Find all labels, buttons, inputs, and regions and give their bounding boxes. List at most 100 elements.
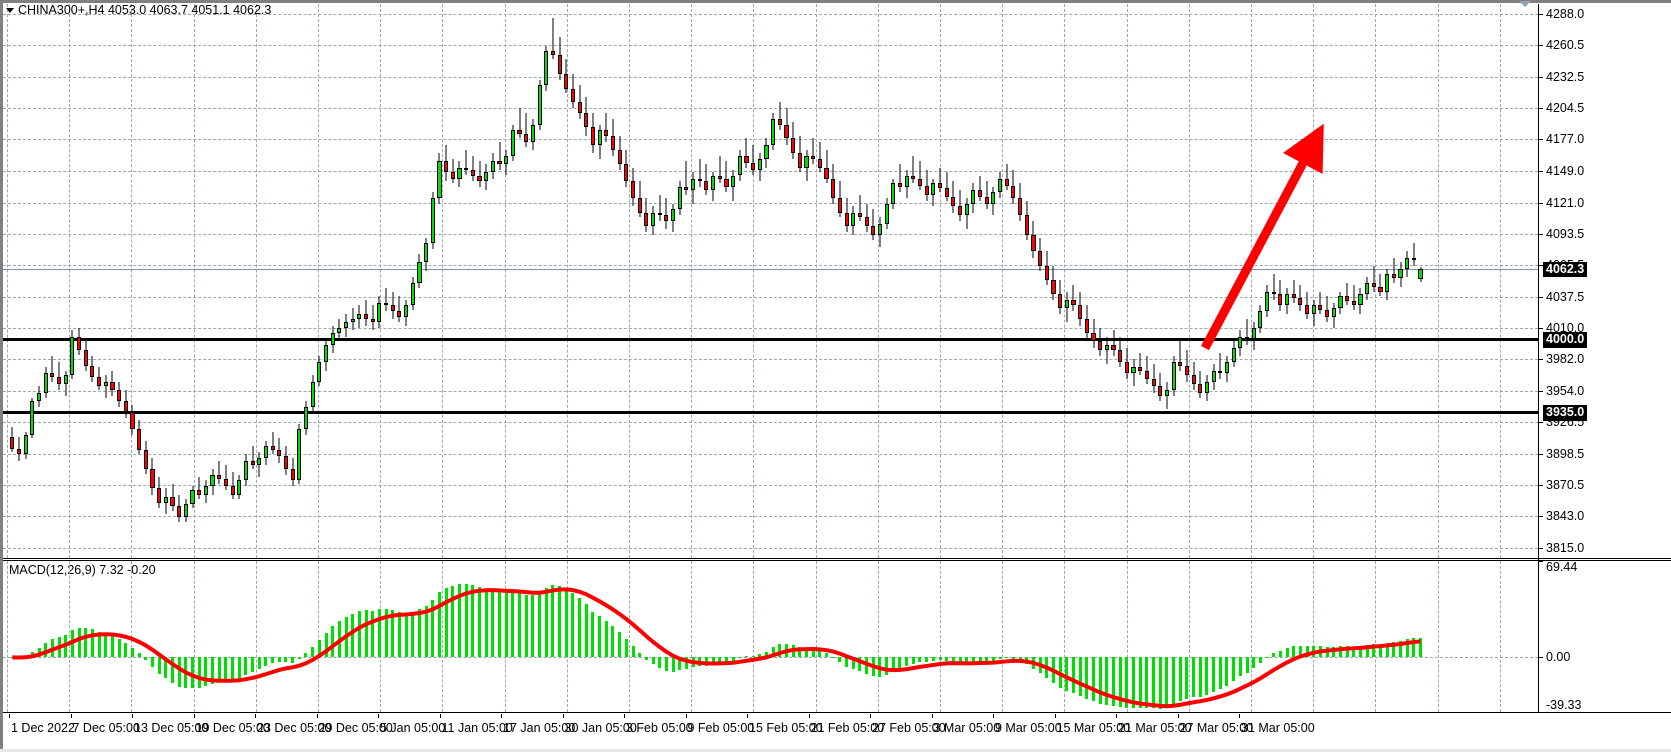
grid-line-vertical	[380, 4, 382, 558]
candle-body	[210, 474, 215, 486]
grid-line-vertical	[1375, 561, 1377, 712]
macd-histogram-bar	[297, 657, 301, 659]
candlestick	[1138, 4, 1143, 558]
candle-body	[1251, 327, 1256, 340]
candle-wick	[659, 194, 661, 221]
grid-line-vertical	[940, 561, 941, 712]
pane-separator-2	[3, 560, 1671, 561]
candle-body	[1118, 350, 1123, 362]
candlestick	[624, 4, 629, 558]
candle-wick	[552, 17, 554, 60]
price-level-line[interactable]	[3, 338, 1538, 342]
candle-wick	[912, 156, 914, 184]
grid-line-vertical	[504, 4, 506, 558]
candlestick	[924, 4, 929, 558]
candle-wick	[1373, 265, 1375, 292]
candle-body	[1305, 305, 1310, 315]
candlestick	[210, 4, 215, 558]
current-price-line	[3, 268, 1538, 270]
macd-histogram-bar	[371, 610, 375, 658]
candle-body	[310, 381, 315, 407]
candlestick	[1318, 4, 1323, 558]
macd-histogram-bar	[317, 639, 321, 658]
grid-line-vertical	[1313, 561, 1315, 712]
macd-histogram-bar	[504, 592, 508, 658]
candlestick	[664, 4, 669, 558]
macd-histogram-bar	[1352, 646, 1356, 658]
candle-body	[230, 485, 235, 495]
macd-histogram-bar	[130, 647, 134, 658]
macd-histogram-bar	[584, 604, 588, 658]
macd-histogram-bar	[1285, 647, 1289, 658]
candlestick	[1391, 4, 1396, 558]
candlestick	[1164, 4, 1169, 558]
candlestick	[597, 4, 602, 558]
candle-body	[117, 389, 122, 402]
grid-line-horizontal	[3, 391, 1538, 392]
price-axis[interactable]: 4288.0 4260.5 4232.5 4204.5 4177.0 4149.0 4121…	[1538, 4, 1671, 558]
macd-histogram-bar	[324, 632, 328, 658]
candlestick	[537, 4, 542, 558]
macd-histogram-bar	[851, 657, 855, 669]
candle-body	[1298, 298, 1303, 306]
candlestick	[277, 4, 282, 558]
time-axis-tick	[1177, 714, 1179, 718]
candle-body	[670, 209, 676, 221]
time-axis[interactable]: 1 Dec 2022 7 Dec 05:00 13 Dec 05:00 19 Dec …	[3, 714, 1671, 749]
candlestick	[1118, 4, 1123, 558]
grid-line-vertical	[69, 4, 71, 558]
candle-body	[1351, 300, 1356, 306]
candle-body	[684, 186, 689, 191]
candlestick	[1284, 4, 1290, 558]
candlestick	[1411, 4, 1416, 558]
candlestick	[864, 4, 869, 558]
price-axis-label: 3815.0	[1546, 540, 1585, 555]
candle-body	[731, 175, 736, 187]
macd-histogram-bar	[164, 657, 168, 679]
candlestick	[177, 4, 182, 558]
candlestick	[1104, 4, 1109, 558]
time-axis-label: 5 Jan 05:00	[380, 721, 446, 735]
macd-histogram-bar	[424, 606, 428, 658]
candle-body	[424, 243, 429, 263]
candlestick	[897, 4, 903, 558]
scroll-indicator-icon[interactable]	[1519, 1, 1531, 7]
candle-body	[964, 203, 969, 215]
candle-wick	[1219, 352, 1221, 379]
candlestick	[931, 4, 936, 558]
candlestick	[764, 4, 769, 558]
candle-body	[1231, 348, 1236, 362]
chevron-down-icon[interactable]	[6, 8, 14, 14]
macd-histogram-bar	[1105, 657, 1109, 705]
candle-body	[617, 149, 622, 165]
candle-body	[297, 429, 302, 481]
macd-indicator-pane[interactable]: MACD(12,26,9) 7.32 -0.20	[3, 561, 1538, 712]
candle-body	[1078, 305, 1083, 319]
price-axis-label: 3843.0	[1546, 509, 1585, 524]
price-chart-pane[interactable]	[3, 4, 1538, 558]
candlestick	[230, 4, 235, 558]
candle-wick	[252, 446, 254, 469]
candlestick	[337, 4, 342, 558]
grid-line-vertical	[1126, 561, 1128, 712]
grid-line-horizontal	[3, 547, 1538, 549]
price-level-line[interactable]	[3, 411, 1538, 415]
time-axis-tick	[1239, 714, 1240, 718]
macd-histogram-bar	[437, 592, 441, 658]
macd-histogram-bar	[197, 657, 201, 688]
candlestick	[444, 4, 449, 558]
candlestick	[257, 4, 262, 558]
candlestick	[891, 4, 896, 558]
candlestick	[163, 4, 168, 558]
time-axis-tick	[9, 714, 10, 718]
macd-histogram-bar	[811, 648, 815, 658]
macd-histogram-bar	[558, 585, 562, 658]
macd-histogram-bar	[1278, 650, 1282, 658]
candlestick	[617, 4, 622, 558]
candle-wick	[752, 145, 754, 176]
candle-body	[811, 156, 816, 159]
candle-wick	[1139, 352, 1141, 376]
macd-histogram-bar	[771, 647, 775, 658]
time-axis-label: 3 Feb 05:00	[626, 721, 693, 735]
candle-wick	[1326, 296, 1328, 323]
